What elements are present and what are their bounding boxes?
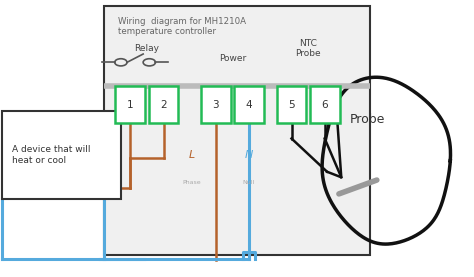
Text: L: L: [189, 150, 195, 160]
Text: 3: 3: [212, 99, 219, 110]
Text: 4: 4: [246, 99, 252, 110]
Text: NTC
Probe: NTC Probe: [295, 39, 321, 58]
FancyBboxPatch shape: [234, 86, 264, 123]
FancyBboxPatch shape: [116, 86, 145, 123]
Text: Probe: Probe: [350, 113, 385, 125]
Text: Power: Power: [219, 54, 246, 63]
Text: Null: Null: [243, 180, 255, 185]
FancyBboxPatch shape: [148, 86, 178, 123]
Text: Relay: Relay: [135, 44, 159, 53]
FancyBboxPatch shape: [277, 86, 306, 123]
FancyBboxPatch shape: [104, 6, 370, 255]
Text: Phase: Phase: [182, 180, 201, 185]
Text: 6: 6: [321, 99, 328, 110]
FancyBboxPatch shape: [310, 86, 339, 123]
Text: 2: 2: [160, 99, 167, 110]
FancyBboxPatch shape: [201, 86, 230, 123]
Text: Wiring  diagram for MH1210A
temperature controller: Wiring diagram for MH1210A temperature c…: [118, 17, 246, 36]
Text: 1: 1: [127, 99, 134, 110]
FancyBboxPatch shape: [2, 111, 121, 199]
Text: N: N: [245, 150, 253, 160]
Text: A device that will
heat or cool: A device that will heat or cool: [12, 145, 91, 165]
Text: 5: 5: [288, 99, 295, 110]
